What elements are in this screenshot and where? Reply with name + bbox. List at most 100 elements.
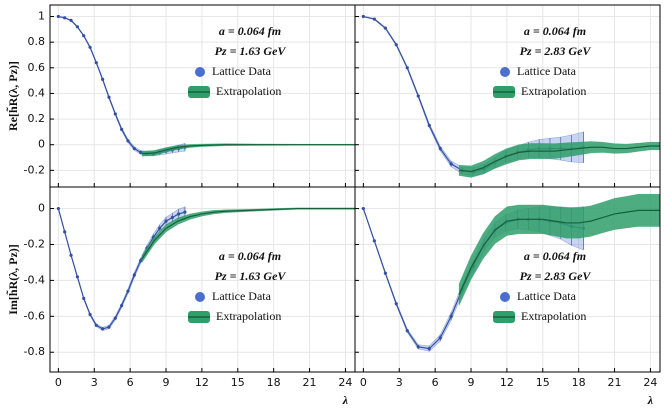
data-point <box>427 123 431 128</box>
data-point <box>101 327 105 331</box>
legend-marker <box>195 67 205 77</box>
data-point <box>101 77 105 81</box>
series-line <box>458 145 660 173</box>
x-tick-label: 3 <box>91 376 98 389</box>
data-point <box>438 336 442 340</box>
data-point <box>113 316 117 320</box>
y-tick-label: 0 <box>38 138 45 151</box>
data-point <box>63 230 67 234</box>
y-tick-label: 0 <box>38 202 45 215</box>
y-tick-label: -0.2 <box>24 163 45 176</box>
data-point <box>126 139 130 143</box>
data-point <box>183 210 187 214</box>
data-point <box>372 239 376 243</box>
error-band <box>458 141 660 178</box>
x-axis-label: λ <box>647 393 654 407</box>
legend-marker <box>500 292 510 302</box>
legend-marker <box>500 67 510 77</box>
axis-frame <box>354 186 661 373</box>
data-point <box>69 253 73 257</box>
y-tick-label: -0.4 <box>24 273 45 286</box>
y-tick-label: 0.8 <box>28 35 46 48</box>
series-line <box>142 144 355 155</box>
data-point <box>75 275 79 279</box>
data-point <box>405 66 409 70</box>
data-point <box>164 219 168 223</box>
x-tick-label: 21 <box>608 376 622 389</box>
x-tick-label: 15 <box>536 376 550 389</box>
data-point <box>82 296 86 300</box>
legend-label: Extrapolation <box>216 309 281 323</box>
data-point <box>88 312 92 317</box>
x-tick-label: 12 <box>500 376 514 389</box>
data-point <box>88 45 92 49</box>
data-point <box>107 95 111 99</box>
data-point <box>383 271 387 275</box>
data-point <box>361 206 365 211</box>
annotation: a = 0.064 fm <box>524 249 586 263</box>
data-point <box>82 34 86 38</box>
annotation: Pz = 1.63 GeV <box>215 44 287 58</box>
y-tick-label: 0.4 <box>28 86 46 99</box>
x-tick-label: 21 <box>303 376 317 389</box>
data-point <box>394 43 398 47</box>
data-point <box>94 61 98 65</box>
data-point <box>120 127 124 131</box>
data-point <box>120 303 124 308</box>
legend-label: Extrapolation <box>521 309 586 323</box>
data-point <box>372 17 376 21</box>
legend-marker <box>195 292 205 302</box>
annotation: a = 0.064 fm <box>219 24 281 38</box>
data-point <box>132 273 136 277</box>
x-tick-label: 18 <box>267 376 281 389</box>
y-axis-label: Im[h̃R(λ, Pz)] <box>5 244 19 315</box>
x-tick-label: 24 <box>338 376 352 389</box>
legend-label: Lattice Data <box>212 64 272 78</box>
data-point <box>394 302 398 306</box>
data-point <box>449 162 453 166</box>
data-point <box>405 329 409 333</box>
data-point <box>449 314 453 318</box>
annotation: a = 0.064 fm <box>524 24 586 38</box>
data-point <box>416 94 420 98</box>
data-point <box>438 146 442 151</box>
data-point <box>139 259 143 263</box>
x-tick-label: 0 <box>360 376 367 389</box>
y-tick-label: 1 <box>38 10 45 23</box>
y-tick-label: -0.6 <box>24 309 45 322</box>
data-point <box>176 212 181 216</box>
annotation: Pz = 2.83 GeV <box>520 44 592 58</box>
series-line <box>458 209 660 296</box>
data-point <box>427 347 431 351</box>
annotation: Pz = 2.83 GeV <box>520 269 592 283</box>
y-tick-label: -0.2 <box>24 237 45 250</box>
x-tick-label: 0 <box>55 376 62 389</box>
data-point <box>361 14 365 19</box>
data-point <box>139 150 143 154</box>
annotation: a = 0.064 fm <box>219 249 281 263</box>
error-band <box>141 207 355 264</box>
legend-label: Extrapolation <box>521 84 586 98</box>
data-point <box>94 323 98 327</box>
y-axis-label: Re[h̃R(λ, Pz)] <box>5 61 19 131</box>
data-point <box>56 14 60 19</box>
x-tick-label: 6 <box>432 376 439 389</box>
y-tick-label: 0.6 <box>28 61 46 74</box>
data-point <box>170 215 174 220</box>
panel <box>50 187 355 372</box>
data-point <box>126 289 130 293</box>
x-tick-label: 9 <box>163 376 170 389</box>
x-tick-label: 6 <box>127 376 134 389</box>
legend-label: Lattice Data <box>517 289 577 303</box>
x-tick-label: 18 <box>572 376 586 389</box>
x-tick-label: 24 <box>643 376 657 389</box>
data-point <box>107 325 111 329</box>
data-point <box>69 18 73 22</box>
error-band <box>141 143 355 157</box>
data-point <box>416 345 420 349</box>
data-point <box>113 112 117 116</box>
x-axis-label: λ <box>342 393 349 407</box>
data-point <box>158 226 162 230</box>
data-point <box>63 16 67 20</box>
